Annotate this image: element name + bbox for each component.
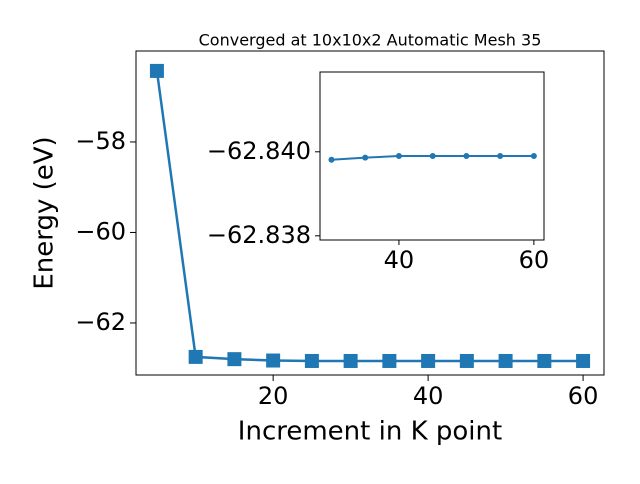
x-axis-label: Increment in K point <box>238 417 502 447</box>
y-tick-label: −62.838 <box>207 221 311 249</box>
y-tick-label: −60 <box>75 217 126 245</box>
x-tick-label: 40 <box>384 246 415 274</box>
y-tick-label: −62 <box>75 308 126 336</box>
marker <box>463 153 470 159</box>
marker <box>576 353 591 368</box>
marker <box>304 353 319 368</box>
y-tick-label: −62.840 <box>207 137 311 165</box>
marker <box>343 353 358 368</box>
marker <box>328 156 335 163</box>
y-tick-label: −58 <box>75 127 126 155</box>
x-tick-label: 20 <box>258 382 289 410</box>
marker <box>395 153 402 159</box>
marker <box>227 352 242 367</box>
marker <box>429 153 436 159</box>
x-tick-label: 60 <box>568 382 599 410</box>
marker <box>530 153 537 159</box>
marker <box>537 353 552 368</box>
x-tick-label: 40 <box>413 382 444 410</box>
marker <box>459 353 474 368</box>
marker <box>266 353 281 368</box>
marker <box>498 353 513 368</box>
marker <box>362 154 369 161</box>
marker <box>497 153 504 159</box>
y-axis-label: Energy (eV) <box>30 136 60 289</box>
marker <box>382 353 397 368</box>
x-tick-label: 60 <box>519 246 550 274</box>
marker <box>188 349 203 364</box>
marker <box>421 353 436 368</box>
marker <box>149 63 164 78</box>
chart-title: Converged at 10x10x2 Automatic Mesh 35 <box>199 31 542 50</box>
